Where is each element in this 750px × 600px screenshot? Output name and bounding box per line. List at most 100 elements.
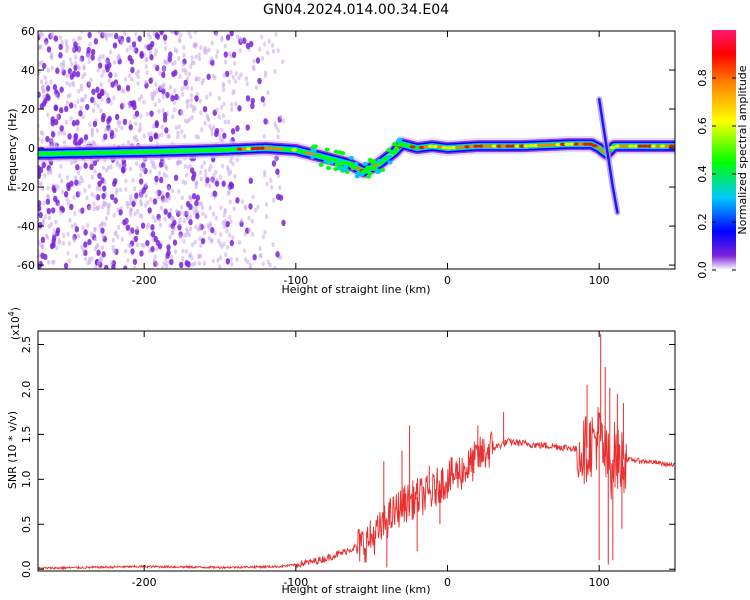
spectrogram-noise-point	[190, 115, 194, 120]
spectrogram-noise-point	[103, 89, 107, 95]
spectrogram-noise-point	[255, 57, 261, 64]
spectrogram-noise-point	[42, 217, 46, 223]
spectrogram-hot-spot	[577, 142, 584, 146]
spectrogram-noise-point	[155, 190, 159, 195]
spectrogram-noise-point	[193, 31, 197, 35]
spectrogram-noise-point	[171, 216, 175, 221]
spectrogram-noise-point	[70, 160, 74, 166]
spectrogram-noise-point	[66, 200, 71, 206]
spectrogram-noise-point	[76, 126, 80, 132]
spectrogram-noise-point	[128, 73, 132, 79]
spectrogram-noise-point	[216, 49, 220, 55]
spectrogram-noise-point	[38, 253, 41, 259]
spectrogram-noise-point	[186, 210, 190, 216]
spectrogram-noise-point	[58, 43, 63, 51]
spectrogram-noise-point	[113, 72, 118, 78]
spectrogram-noise-point	[208, 91, 212, 97]
spectrogram-noise-point	[130, 66, 135, 74]
spectrogram-x-tick-label: -100	[283, 274, 308, 287]
spectrogram-noise-point	[193, 210, 197, 216]
colorbar-label: Normalized spectral amplitude	[736, 65, 749, 234]
spectrogram-noise-point	[155, 261, 159, 267]
spectrogram-noise-point	[235, 197, 240, 204]
spectrogram-noise-point	[58, 173, 62, 179]
spectrogram-noise-point	[182, 52, 186, 58]
spectrogram-noise-point	[130, 248, 135, 255]
spectrogram-noise-point	[195, 212, 200, 220]
spectrogram-y-tick-label: 40	[21, 64, 35, 77]
spectrogram-noise-point	[152, 198, 158, 205]
spectrogram-noise-point	[273, 69, 277, 74]
spectrogram-noise-point	[83, 134, 89, 141]
spectrogram-noise-point	[106, 165, 111, 170]
spectrogram-noise-point	[189, 97, 193, 103]
spectrogram-noise-point	[218, 255, 223, 261]
spectrogram-noise-point	[186, 76, 190, 81]
spectrogram-hot-spot	[518, 144, 525, 148]
spectrogram-noise-point	[86, 223, 90, 228]
spectrogram-ridge-blob	[367, 171, 373, 176]
spectrogram-noise-point	[214, 169, 218, 175]
spectrogram-noise-point	[109, 132, 115, 140]
spectrogram-noise-point	[38, 205, 42, 212]
spectrogram-noise-point	[135, 225, 139, 231]
spectrogram-noise-point	[45, 198, 51, 205]
svg-text:(x104): (x104)	[7, 307, 22, 340]
spectrogram-noise-point	[202, 105, 208, 113]
spectrogram-noise-point	[111, 237, 115, 243]
spectrogram-noise-point	[117, 224, 121, 230]
spectrogram-noise-point	[182, 84, 187, 90]
spectrogram-noise-point	[75, 119, 80, 126]
spectrogram-noise-point	[224, 70, 230, 78]
spectrogram-noise-point	[39, 60, 44, 65]
spectrogram-ridge-blob	[329, 160, 335, 165]
spectrogram-noise-point	[166, 134, 170, 139]
spectrogram-hot-spot	[418, 145, 425, 150]
spectrogram-noise-point	[79, 137, 84, 144]
spectrogram-noise-point	[89, 77, 93, 83]
spectrogram-noise-point	[131, 200, 136, 207]
spectrogram-noise-point	[260, 56, 265, 61]
spectrogram-noise-point	[68, 57, 72, 63]
spectrogram-noise-point	[154, 175, 159, 183]
spectrogram-noise-point	[202, 160, 207, 166]
spectrogram-noise-point	[153, 102, 157, 107]
spectrogram-noise-point	[47, 215, 52, 221]
spectrogram-hot-spot	[241, 147, 248, 151]
spectrogram-noise-point	[229, 31, 234, 37]
spectrogram-noise-point	[223, 208, 227, 213]
spectrogram-noise-point	[73, 60, 78, 66]
spectrogram-noise-point	[126, 258, 130, 263]
spectrogram-noise-point	[177, 56, 181, 61]
spectrogram-noise-point	[188, 214, 193, 220]
snr-series-line	[38, 406, 675, 571]
spectrogram-noise-point	[42, 200, 46, 206]
spectrogram-y-tick-label: 20	[21, 103, 35, 116]
spectrogram-noise-point	[220, 35, 224, 41]
spectrogram-noise-point	[99, 82, 103, 88]
spectrogram-noise-point	[172, 100, 176, 106]
spectrogram-hot-spot	[496, 144, 503, 148]
spectrogram-noise-point	[57, 130, 61, 136]
spectrogram-noise-point	[163, 208, 168, 215]
spectrogram-ridge-blob	[338, 161, 344, 166]
spectrogram-noise-point	[268, 262, 272, 268]
spectrogram-noise-point	[210, 237, 214, 243]
spectrogram-noise-point	[66, 250, 70, 256]
spectrogram-noise-point	[180, 110, 184, 116]
snr-y-tick-label: 2.0	[20, 381, 33, 399]
spectrogram-noise-point	[96, 103, 100, 109]
spectrogram-noise-point	[234, 101, 238, 107]
spectrogram-branch	[597, 98, 619, 214]
spectrogram-noise-point	[170, 230, 174, 236]
spectrogram-noise-point	[57, 202, 61, 208]
spectrogram-noise-point	[145, 70, 149, 76]
spectrogram-noise-point	[235, 257, 239, 263]
spectrogram-noise-point	[184, 248, 188, 254]
spectrogram-noise-point	[134, 134, 138, 140]
spectrogram-noise-point	[110, 81, 115, 88]
spectrogram-noise-point	[150, 231, 156, 238]
spectrogram-noise-point	[202, 230, 207, 236]
spectrogram-noise-point	[100, 97, 104, 102]
spectrogram-noise-point	[44, 214, 48, 219]
